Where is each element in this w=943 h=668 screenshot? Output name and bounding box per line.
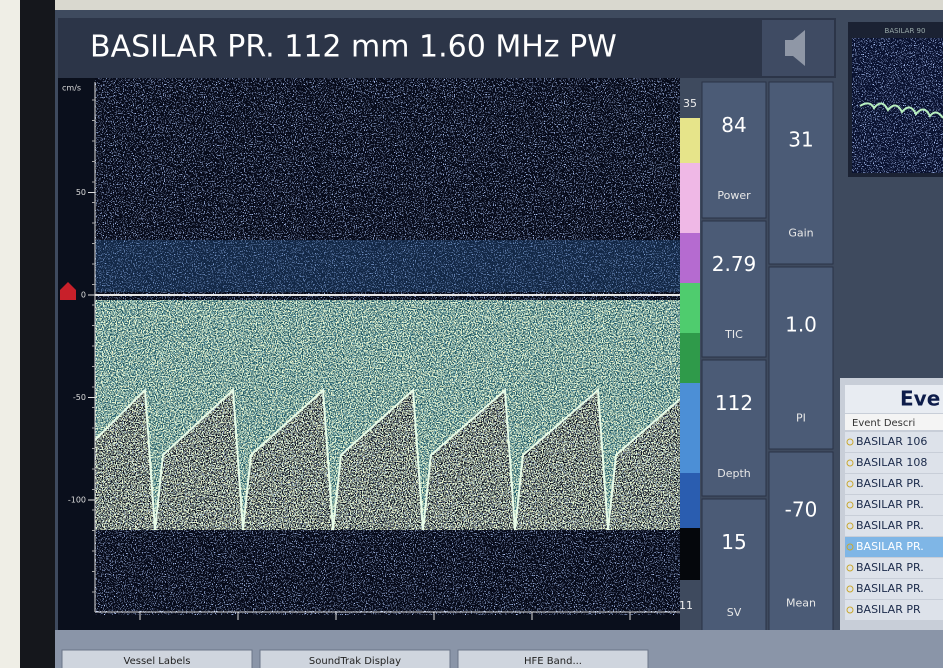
- event-bullet: [846, 564, 854, 572]
- y-tick-label: 0: [81, 291, 86, 300]
- readout-box: [701, 359, 767, 497]
- event-bullet: [846, 585, 854, 593]
- toolbar-label: SoundTrak Display: [309, 656, 401, 667]
- event-row[interactable]: [845, 453, 943, 473]
- flow-speckle: [95, 300, 680, 530]
- event-row[interactable]: [845, 600, 943, 620]
- event-label: BASILAR PR.: [856, 477, 924, 490]
- color-seg: [680, 383, 700, 473]
- readout-value: 84: [721, 113, 746, 137]
- events-column-label: Event Descri: [852, 418, 915, 429]
- axis-unit: cm/s: [62, 84, 81, 93]
- event-row[interactable]: [845, 474, 943, 494]
- color-seg: [680, 528, 700, 580]
- event-bullet: [846, 522, 854, 530]
- event-row[interactable]: [845, 495, 943, 515]
- event-label: BASILAR 108: [856, 456, 927, 469]
- y-axis-ticks: 50 0 -50 -100: [68, 99, 631, 620]
- event-label: BASILAR PR.: [856, 519, 924, 532]
- event-label: BASILAR PR.: [856, 582, 924, 595]
- event-bullet: [846, 459, 854, 467]
- bezel: [20, 0, 55, 668]
- readout-box: [701, 81, 767, 219]
- event-row[interactable]: [845, 516, 943, 536]
- event-label: BASILAR PR.: [856, 561, 924, 574]
- events-header: [845, 385, 943, 413]
- readout-value: 2.79: [712, 252, 757, 276]
- events-list: BASILAR 106 BASILAR 108 BASILAR PR. BASILAR…: [845, 432, 943, 620]
- readout-box: [701, 220, 767, 358]
- toolbar-label: HFE Band...: [524, 656, 582, 667]
- window-strip: [55, 0, 943, 10]
- readout-label: Power: [717, 189, 751, 202]
- event-bullet: [846, 501, 854, 509]
- readout-box: [701, 498, 767, 636]
- readout-value: 31: [788, 128, 813, 152]
- event-label: BASILAR PR.: [856, 540, 924, 553]
- event-label: BASILAR PR.: [856, 498, 924, 511]
- event-label: BASILAR PR: [856, 603, 921, 616]
- color-seg: [680, 163, 700, 233]
- wall: [0, 0, 20, 668]
- scale-top: 35: [683, 97, 697, 110]
- readout-value: 15: [721, 530, 746, 554]
- readout-box: [768, 266, 834, 450]
- event-bullet: [846, 543, 854, 551]
- events-title: Eve: [900, 387, 940, 411]
- event-label: BASILAR 106: [856, 435, 927, 448]
- baseline-marker[interactable]: [60, 282, 76, 300]
- readout-label: SV: [727, 606, 742, 619]
- readout-label: Mean: [786, 597, 816, 610]
- event-bullet: [846, 606, 854, 614]
- y-tick-label: -50: [73, 393, 86, 402]
- toolbar-label: Vessel Labels: [124, 656, 191, 667]
- spectrum: [95, 78, 680, 615]
- events-column: [845, 414, 943, 430]
- envelope-edge: [95, 387, 680, 531]
- color-seg: [680, 333, 700, 383]
- y-tick-label: -100: [68, 496, 86, 505]
- speaker-icon: [785, 30, 805, 66]
- readout-label: TIC: [724, 328, 743, 341]
- toolbar-button[interactable]: [457, 649, 649, 668]
- scale-bottom: 11: [679, 599, 693, 612]
- event-bullet: [846, 438, 854, 446]
- noise-band: [95, 240, 680, 292]
- readout-value: 112: [715, 391, 753, 415]
- event-row[interactable]: [845, 579, 943, 599]
- readout-value: 1.0: [785, 313, 817, 337]
- thumbnail-title: BASILAR 90: [885, 27, 926, 35]
- toolbar-buttons: Vessel Labels SoundTrak Display HFE Band..…: [61, 649, 649, 668]
- event-row[interactable]: [845, 537, 943, 557]
- color-seg: [680, 473, 700, 528]
- title-bar: [58, 18, 836, 78]
- color-seg: [680, 283, 700, 333]
- event-bullet: [846, 480, 854, 488]
- event-row[interactable]: [845, 432, 943, 452]
- event-row[interactable]: [845, 558, 943, 578]
- readout-value: -70: [785, 498, 818, 522]
- color-seg: [680, 233, 700, 283]
- readout-box: [768, 451, 834, 635]
- readout-label: Depth: [717, 467, 751, 480]
- readout-label: PI: [796, 412, 806, 425]
- color-bar: 35 11: [679, 97, 700, 612]
- readout-box: [768, 81, 834, 265]
- readouts: 84 Power 2.79 TIC 112 Depth 15 SV 31 Gain 1.0 PI -70…: [701, 81, 834, 636]
- y-tick-label: 50: [76, 188, 86, 197]
- toolbar-button[interactable]: [61, 649, 253, 668]
- toolbar-button[interactable]: [259, 649, 451, 668]
- readout-label: Gain: [788, 227, 813, 240]
- thumbnail-wave: [859, 102, 943, 119]
- color-seg: [680, 118, 700, 163]
- title: BASILAR PR. 112 mm 1.60 MHz PW: [90, 30, 617, 65]
